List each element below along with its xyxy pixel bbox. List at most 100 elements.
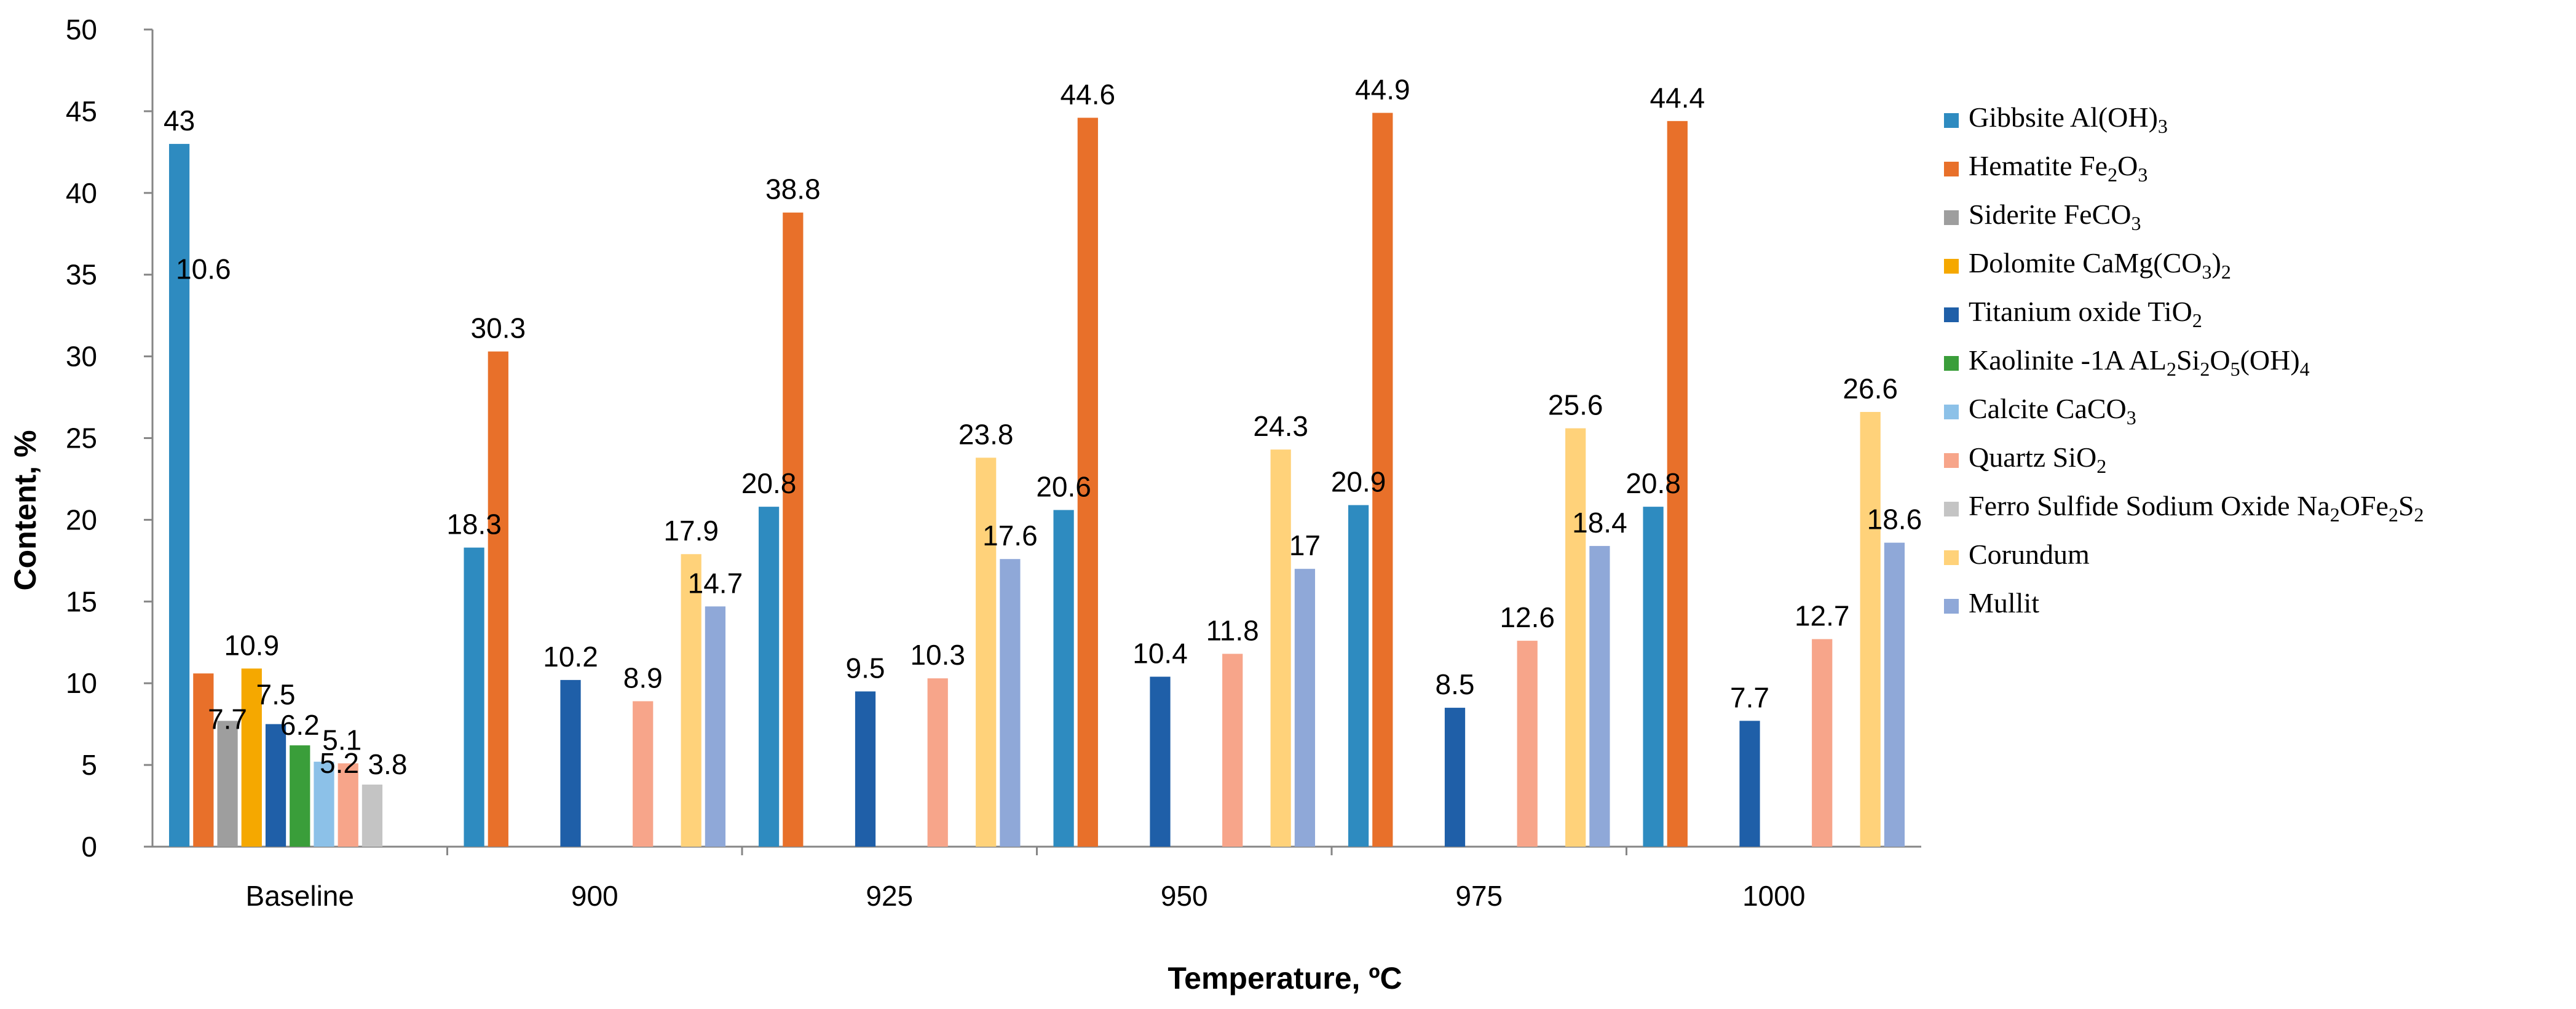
bar <box>1222 654 1243 847</box>
legend-item: Corundum <box>1944 539 2090 570</box>
data-label: 20.8 <box>741 467 797 499</box>
data-label: 20.9 <box>1331 465 1386 497</box>
bar <box>193 673 214 847</box>
data-label: 26.6 <box>1843 373 1898 405</box>
legend-swatch <box>1944 162 1959 176</box>
y-tick-label: 25 <box>66 422 97 454</box>
y-tick-label: 0 <box>81 831 97 863</box>
data-label: 5.2 <box>320 747 359 779</box>
bar <box>1812 639 1833 847</box>
legend-swatch <box>1944 356 1959 371</box>
x-tick-label: Baseline <box>246 880 354 912</box>
bar <box>362 784 383 847</box>
data-label: 24.3 <box>1253 410 1308 442</box>
bar <box>488 351 508 847</box>
bar <box>1077 117 1098 847</box>
bar <box>783 212 804 847</box>
legend-swatch <box>1944 307 1959 322</box>
legend-swatch <box>1944 550 1959 565</box>
legend-item: Kaolinite -1A AL2Si2O5(OH)4 <box>1944 344 2310 380</box>
bar <box>1565 428 1586 847</box>
legend-item: Hematite Fe2O3 <box>1944 150 2147 186</box>
data-label: 5.1 <box>322 724 362 756</box>
bar <box>681 554 701 847</box>
x-tick-label: 925 <box>866 880 913 912</box>
legend-label: Gibbsite Al(OH)3 <box>1969 101 2168 137</box>
legend-label: Calcite CaCO3 <box>1969 393 2136 429</box>
legend-label: Quartz SiO2 <box>1969 441 2106 477</box>
legend-label: Hematite Fe2O3 <box>1969 150 2147 186</box>
legend-label: Kaolinite -1A AL2Si2O5(OH)4 <box>1969 344 2310 380</box>
data-label: 18.3 <box>446 508 502 540</box>
data-label: 12.7 <box>1795 599 1850 631</box>
bar <box>1000 559 1021 847</box>
bar <box>1294 569 1316 847</box>
legend-item: Quartz SiO2 <box>1944 441 2106 477</box>
bar <box>314 761 334 847</box>
bar <box>758 507 780 847</box>
data-label: 7.7 <box>1730 681 1769 713</box>
legend-item: Titanium oxide TiO2 <box>1944 296 2202 331</box>
bar <box>1053 510 1074 847</box>
data-label: 6.2 <box>280 709 320 741</box>
data-label: 10.2 <box>543 641 598 673</box>
legend: Gibbsite Al(OH)3 Hematite Fe2O3 Siderite F… <box>1944 101 2424 619</box>
data-label: 43 <box>164 105 195 137</box>
legend-swatch <box>1944 405 1959 419</box>
data-label: 8.5 <box>1436 668 1475 700</box>
data-label: 25.6 <box>1548 389 1603 421</box>
data-label: 7.5 <box>256 679 296 711</box>
bar <box>464 547 484 847</box>
bar <box>1884 542 1905 847</box>
data-label: 8.9 <box>623 662 663 694</box>
bar <box>1372 113 1393 847</box>
legend-item: Mullit <box>1944 587 2039 619</box>
bar <box>1270 449 1291 847</box>
data-label: 9.5 <box>846 652 885 684</box>
legend-swatch <box>1944 113 1959 128</box>
data-label: 18.4 <box>1572 507 1627 539</box>
data-label: 12.6 <box>1499 601 1555 633</box>
bars-group <box>168 113 1905 847</box>
x-tick-label: 950 <box>1161 880 1208 912</box>
bar <box>1444 708 1466 847</box>
data-label: 17 <box>1289 529 1321 561</box>
legend-swatch <box>1944 599 1959 614</box>
bar <box>855 691 876 847</box>
data-label: 20.6 <box>1036 470 1091 502</box>
data-label: 3.8 <box>368 748 407 780</box>
bar <box>560 679 581 847</box>
data-label: 10.6 <box>176 253 231 285</box>
bar <box>976 457 997 847</box>
data-label: 17.6 <box>982 520 1038 552</box>
bar <box>1348 505 1369 847</box>
bar <box>290 745 310 847</box>
data-label: 10.3 <box>910 639 965 671</box>
legend-item: Dolomite CaMg(CO3)2 <box>1944 247 2231 283</box>
legend-swatch <box>1944 502 1959 516</box>
legend-swatch <box>1944 259 1959 274</box>
x-axis-title: Temperature, ºC <box>1167 961 1402 995</box>
legend-label: Dolomite CaMg(CO3)2 <box>1969 247 2231 283</box>
legend-item: Calcite CaCO3 <box>1944 393 2136 429</box>
bar <box>705 606 726 847</box>
data-labels-group: 43 10.6 7.7 10.9 7.56.25.25.13.8 18.3 30.3 10.2… <box>164 74 1922 780</box>
x-tick-label: 1000 <box>1742 880 1805 912</box>
y-tick-label: 30 <box>66 341 97 373</box>
bar <box>1517 641 1538 847</box>
data-label: 10.4 <box>1132 638 1188 670</box>
x-tick-label: 900 <box>571 880 618 912</box>
legend-item: Ferro Sulfide Sodium Oxide Na2OFe2S2 <box>1944 490 2424 526</box>
y-tick-label: 40 <box>66 177 97 209</box>
bar <box>217 721 238 847</box>
bar <box>265 724 286 847</box>
legend-label: Siderite FeCO3 <box>1969 199 2141 234</box>
bar <box>1589 545 1610 847</box>
y-axis-ticks: 0 5 10 15 20 25 30 35 40 45 50 <box>66 14 152 863</box>
y-tick-label: 45 <box>66 95 97 127</box>
bar <box>633 701 654 847</box>
y-tick-label: 50 <box>66 14 97 46</box>
data-label: 7.7 <box>208 703 247 735</box>
y-tick-label: 10 <box>66 667 97 699</box>
data-label: 17.9 <box>663 515 719 547</box>
